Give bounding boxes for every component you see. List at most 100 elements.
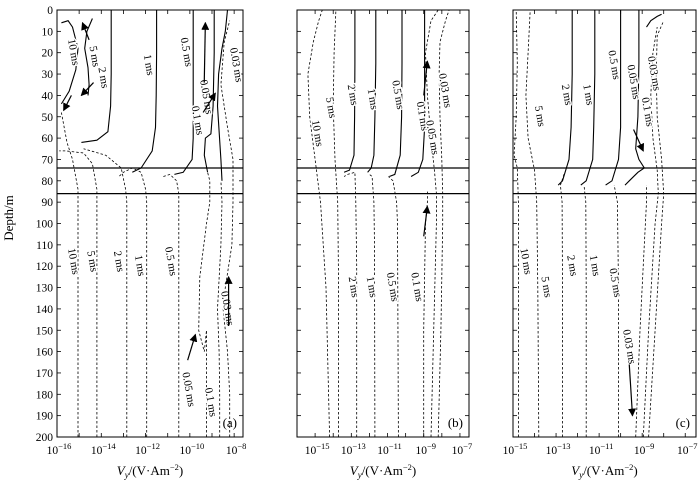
series-5ms-curve — [525, 9, 540, 438]
series-0p5ms-curve — [389, 10, 403, 178]
series-0p1ms-curve — [203, 10, 215, 173]
annotation-arrow — [633, 129, 645, 152]
y-tick-label: 110 — [36, 240, 53, 252]
x-tick-label: 10−13 — [341, 441, 366, 457]
series-0p05ms-curve — [642, 27, 659, 438]
x-tick-label: 10−12 — [135, 441, 160, 457]
curve-label: 0.05 ms — [423, 119, 441, 155]
curve-label: 1 ms — [587, 254, 602, 277]
curve-label: 2 ms — [559, 83, 574, 106]
curve-label: 0.5 ms — [384, 272, 401, 303]
series-0p5ms-curve — [174, 10, 194, 175]
panel-label: (b) — [448, 415, 463, 430]
curve-label: 0.03 ms — [227, 47, 245, 83]
series-0p05ms-curve — [216, 9, 229, 181]
y-tick-label: 0 — [47, 5, 53, 17]
curve-label: 10 ms — [65, 38, 81, 66]
curve-label: 5 ms — [532, 105, 547, 128]
series-0p5ms-curve — [613, 185, 619, 437]
annotation-arrow — [187, 333, 198, 361]
y-tick-label: 40 — [42, 90, 54, 102]
series-1ms-curve — [367, 10, 377, 173]
panel-1: 0 10 20 30 40 50 60 70 80 90 100 110 120 130 140 150 160… — [36, 5, 247, 480]
series-2ms-curve — [343, 171, 358, 437]
series-2ms-curve — [83, 148, 128, 437]
curve-label: 5 ms — [87, 45, 102, 68]
series-0p03ms-curve — [437, 9, 450, 438]
y-tick-label: 30 — [42, 69, 54, 81]
series-10ms-curve — [60, 20, 79, 105]
curve-label: 2 ms — [564, 254, 579, 277]
x-tick-label: 10−8 — [226, 441, 247, 457]
annotation-arrow — [422, 205, 431, 237]
x-tick-label: 10−15 — [305, 441, 330, 457]
series-2ms-curve — [559, 172, 566, 437]
y-tick-label: 140 — [36, 304, 54, 316]
series-0p1ms-curve — [410, 10, 426, 177]
annotation-arrow — [63, 95, 72, 112]
y-tick-label: 70 — [42, 154, 54, 166]
curve-label: 0.1 ms — [408, 272, 425, 303]
y-tick-label: 60 — [42, 133, 54, 145]
series-0p1ms-curve — [624, 10, 646, 186]
y-tick-label: 130 — [36, 283, 54, 295]
curve-label: 10 ms — [309, 119, 325, 147]
y-tick-label: 120 — [36, 261, 54, 273]
curve-label: 2 ms — [346, 276, 361, 299]
y-tick-label: 50 — [42, 112, 54, 124]
series-2ms-curve — [81, 10, 112, 143]
curve-label: 0.1 ms — [202, 387, 219, 418]
x-tick-label: 10−9 — [415, 441, 436, 457]
curve-label: 2 ms — [111, 250, 126, 273]
series-10ms-curve — [61, 112, 79, 437]
y-tick-label: 180 — [36, 389, 54, 401]
y-tick-label: 80 — [42, 176, 54, 188]
series-0p5ms-curve — [163, 173, 180, 437]
series-10ms-curve — [513, 9, 519, 437]
x-tick-label: 10−9 — [634, 441, 655, 457]
x-tick-label: 10−11 — [377, 441, 401, 457]
annotation-arrow — [81, 21, 90, 41]
series-10ms-curve — [307, 9, 330, 438]
series-0p1ms-curve — [635, 185, 647, 438]
curve-label: 0.5 ms — [389, 79, 406, 110]
y-axis-title: Depth/m — [1, 195, 16, 241]
series-0p03ms-curve — [648, 20, 665, 438]
curve-label: 0.03 ms — [218, 290, 236, 326]
series-0p5ms-curve — [388, 176, 399, 438]
series-0p1ms-curve — [198, 172, 211, 437]
panel-label: (c) — [676, 415, 690, 430]
curve-label: 5 ms — [538, 276, 553, 299]
x-tick-label: 10−16 — [47, 441, 72, 457]
series-2ms-curve — [343, 10, 356, 173]
curve-label: 1 ms — [580, 83, 595, 106]
curve-label: 1 ms — [132, 254, 147, 277]
curve-label: 5 ms — [84, 250, 99, 273]
series-1ms-curve — [118, 167, 148, 437]
series-2ms-curve — [557, 10, 573, 186]
annotation-arrow — [202, 92, 216, 113]
curve-label: 2 ms — [345, 83, 360, 106]
curve-label: 0.5 ms — [178, 37, 195, 68]
panel-label: (a) — [223, 415, 237, 430]
curve-label: 0.5 ms — [605, 49, 622, 80]
y-tick-label: 20 — [42, 48, 54, 60]
y-tick-label: 170 — [36, 368, 54, 380]
curve-label: 0.5 ms — [162, 246, 179, 277]
x-axis-title: Vy/(V·Am−2) — [571, 462, 638, 480]
curve-label: 0.03 ms — [436, 72, 454, 108]
series-1ms-curve — [580, 10, 596, 186]
annotation-arrow — [422, 60, 431, 96]
y-tick-label: 10 — [42, 26, 54, 38]
y-tick-label: 200 — [36, 432, 54, 444]
y-tick-label: 150 — [36, 325, 54, 337]
curve-label: 0.05 ms — [624, 64, 642, 100]
x-axis-title: Vy/(V·Am−2) — [350, 462, 417, 480]
x-tick-label: 10−15 — [503, 441, 528, 457]
x-axis-title: Vy/(V·Am−2) — [117, 462, 184, 480]
panel-2: 10−15 10−13 10−11 10−9 10−7 Vy/(V·Am−2) 10 ms5… — [296, 9, 472, 480]
curve-label: 0.03 ms — [620, 329, 638, 365]
curve-label: 0.1 ms — [639, 96, 656, 127]
curve-label: 2 ms — [95, 66, 110, 89]
